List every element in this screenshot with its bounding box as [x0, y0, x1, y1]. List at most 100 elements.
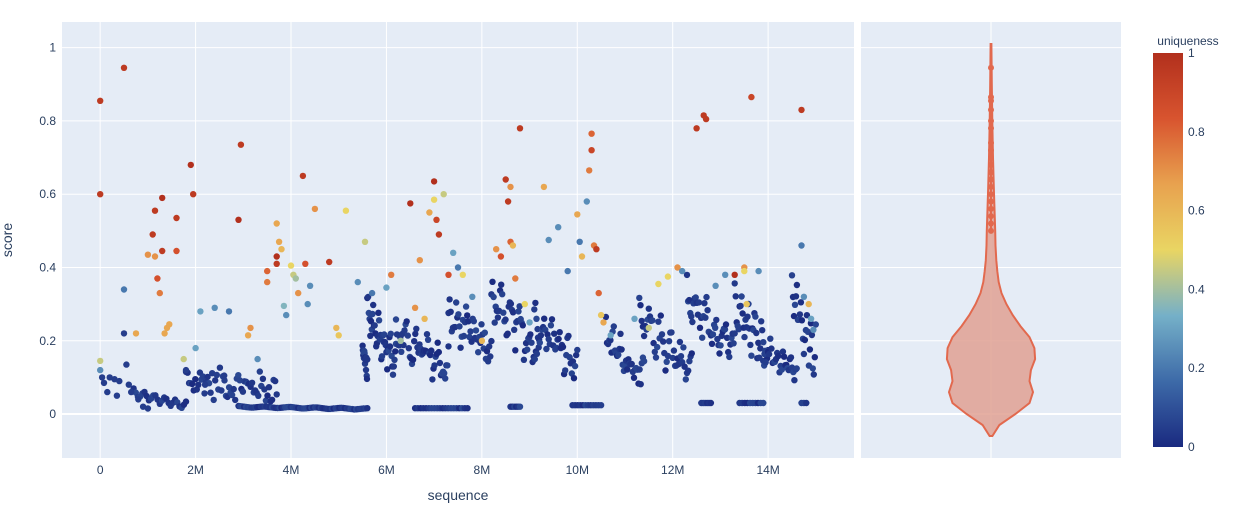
scatter-point	[778, 366, 785, 373]
scatter-point	[662, 367, 669, 374]
scatter-point	[232, 396, 239, 404]
scatter-point	[456, 323, 463, 330]
scatter-point	[464, 312, 471, 319]
scatter-point	[636, 366, 643, 373]
y-tick-label: 0.2	[39, 334, 56, 348]
scatter-point	[739, 310, 746, 317]
scatter-point	[726, 353, 733, 361]
scatter-point	[812, 321, 819, 328]
colorbar-tick-label: 0	[1188, 440, 1195, 454]
scatter-point	[717, 342, 724, 349]
scatter-point	[447, 308, 454, 315]
scatter-point	[381, 331, 388, 338]
scatter-point	[204, 373, 211, 381]
scatter-point	[779, 348, 787, 355]
colorbar-gradient	[1153, 53, 1183, 447]
scatter-point	[173, 214, 180, 222]
scatter-point	[428, 347, 435, 354]
scatter-point	[407, 200, 414, 207]
scatter-point	[645, 324, 652, 332]
scatter-point	[375, 309, 382, 316]
scatter-point	[411, 304, 419, 311]
scatter-point	[333, 324, 340, 332]
scatter-point	[264, 267, 271, 275]
scatter-point	[304, 300, 311, 308]
scatter-point	[792, 293, 800, 300]
scatter-point	[674, 264, 681, 271]
scatter-point	[429, 376, 436, 383]
scatter-point	[668, 329, 675, 336]
scatter-point	[265, 384, 273, 391]
scatter-point	[97, 191, 104, 198]
scatter-point	[669, 354, 676, 362]
scatter-point	[775, 352, 782, 360]
scatter-point	[797, 299, 805, 306]
scatter-point	[190, 191, 197, 198]
scatter-point	[494, 314, 502, 321]
scatter-point	[139, 403, 147, 410]
scatter-point	[737, 302, 744, 310]
scatter-point	[416, 257, 423, 264]
scatter-point	[469, 293, 476, 300]
scatter-point	[149, 231, 156, 238]
scatter-point	[618, 346, 625, 353]
x-tick-label: 4M	[283, 463, 300, 477]
scatter-point	[151, 207, 159, 214]
scatter-point	[235, 216, 242, 223]
scatter-point	[665, 338, 673, 345]
scatter-point	[371, 322, 378, 329]
scatter-point	[135, 396, 142, 403]
scatter-point	[459, 271, 466, 278]
scatter-point	[576, 238, 583, 245]
scatter-point	[364, 293, 372, 301]
scatter-point	[292, 275, 299, 282]
scatter-point	[703, 293, 710, 301]
scatter-point	[731, 280, 738, 287]
scatter-point	[211, 304, 218, 311]
scatter-point	[765, 350, 773, 358]
scatter-point	[708, 340, 716, 347]
scatter-point	[384, 366, 391, 373]
scatter-point	[106, 374, 113, 381]
scatter-point	[273, 260, 280, 267]
scatter-point	[730, 340, 737, 347]
scatter-point	[378, 353, 386, 360]
scatter-point	[693, 125, 700, 132]
scatter-point	[478, 321, 485, 328]
scatter-point	[444, 362, 451, 369]
scatter-point	[743, 300, 750, 308]
scatter-point	[638, 317, 645, 325]
scatter-point	[154, 275, 161, 282]
scatter-point	[543, 345, 550, 353]
scatter-point	[311, 205, 319, 213]
scatter-point	[430, 178, 438, 185]
scatter-point	[762, 359, 769, 366]
scatter-point	[120, 64, 128, 72]
scatter-point	[654, 343, 661, 351]
scatter-point	[640, 358, 648, 365]
scatter-point	[755, 339, 762, 346]
y-tick-label: 0.8	[39, 114, 56, 128]
scatter-point	[793, 365, 800, 372]
x-tick-label: 8M	[474, 463, 491, 477]
scatter-point	[798, 106, 805, 114]
scatter-point	[806, 346, 814, 353]
scatter-point	[436, 359, 444, 367]
scatter-point	[225, 308, 233, 315]
scatter-point	[221, 372, 228, 379]
scatter-point	[723, 334, 731, 341]
scatter-point	[531, 306, 538, 313]
scatter-point	[574, 211, 581, 218]
scatter-point	[228, 391, 236, 399]
scatter-point	[210, 396, 217, 404]
scatter-point	[597, 311, 605, 319]
scatter-point	[440, 191, 447, 198]
scatter-point	[445, 271, 452, 278]
scatter-point	[426, 209, 433, 216]
scatter-point	[239, 388, 247, 395]
scatter-point	[548, 316, 556, 323]
scatter-point	[748, 352, 755, 359]
scatter-point	[758, 318, 765, 325]
scatter-point	[212, 377, 219, 384]
scatter-point	[707, 399, 715, 407]
